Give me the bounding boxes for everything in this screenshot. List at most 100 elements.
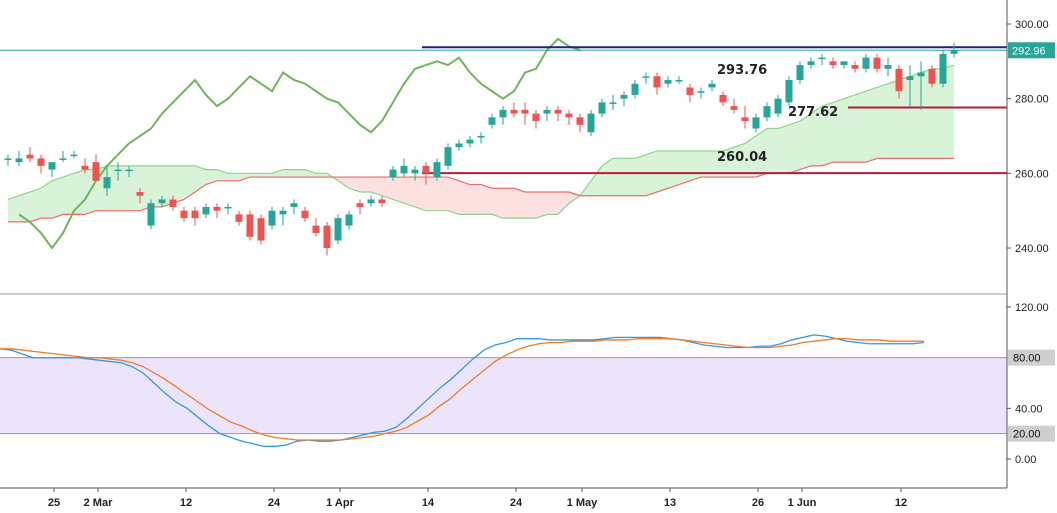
candle <box>917 61 925 110</box>
cloud-segment <box>503 188 514 219</box>
candle <box>268 206 276 230</box>
cloud-segment <box>525 192 536 219</box>
candle-body <box>565 113 573 118</box>
candle-body <box>356 203 364 207</box>
cloud-segment <box>8 195 19 222</box>
candle <box>257 214 265 245</box>
candle <box>763 102 771 122</box>
price-axis-tick-label: 300.00 <box>1015 19 1049 31</box>
candle-body <box>81 165 89 170</box>
candle-body <box>631 83 639 95</box>
price-axis-tick-label: 260.00 <box>1015 168 1049 180</box>
candle <box>246 210 254 241</box>
cloud-segment <box>349 177 360 192</box>
cloud-segment <box>855 91 866 163</box>
cloud-segment <box>800 113 811 170</box>
candle-body <box>532 113 540 122</box>
cloud-segment <box>657 150 668 192</box>
candle <box>532 109 540 129</box>
cloud-segment <box>789 121 800 174</box>
cloud-segment <box>228 173 239 181</box>
candle <box>345 210 353 230</box>
candle-body <box>686 87 694 95</box>
cloud-segment <box>118 165 129 211</box>
candle <box>796 61 804 84</box>
candle <box>752 113 760 133</box>
candle-body <box>851 65 859 69</box>
candle <box>389 165 397 181</box>
stoch-d-line <box>0 338 924 441</box>
candle-body <box>103 177 111 189</box>
candle-body <box>158 199 166 204</box>
time-axis-tick-label: 2 Mar <box>84 497 113 509</box>
candle-body <box>499 109 507 118</box>
candle-body <box>59 158 67 160</box>
candle-body <box>774 98 782 114</box>
candle-body <box>653 76 661 88</box>
cloud-segment <box>184 165 195 200</box>
candle-body <box>664 80 672 84</box>
candle-body <box>125 169 133 172</box>
candle-body <box>840 61 848 66</box>
candle-body <box>26 154 34 159</box>
candle-body <box>785 80 793 103</box>
candle <box>125 165 133 178</box>
candle-body <box>301 210 309 219</box>
candle <box>213 203 221 219</box>
cloud-segment <box>723 147 734 178</box>
cloud-segment <box>613 158 624 196</box>
candle-body <box>554 109 562 114</box>
candle <box>103 165 111 196</box>
cloud-segment <box>558 192 569 215</box>
osc-axis-tick-label: 0.00 <box>1015 454 1036 466</box>
candle <box>169 195 177 211</box>
cloud-segment <box>239 173 250 181</box>
candle-body <box>345 214 353 226</box>
candle <box>906 65 914 107</box>
cloud-segment <box>888 80 899 159</box>
candle-body <box>290 203 298 207</box>
overbought-oversold-band <box>0 357 1007 434</box>
level-annotation: 293.76 <box>717 63 767 78</box>
candle <box>719 91 727 107</box>
price-axis-tick-label: 240.00 <box>1015 243 1049 255</box>
candle <box>378 195 386 207</box>
cloud-segment <box>151 165 162 207</box>
band-level-tag <box>1008 349 1055 366</box>
candle-body <box>675 80 683 82</box>
band-level-tag-label: 80.00 <box>1013 353 1041 365</box>
candle <box>631 80 639 99</box>
cloud-segment <box>195 165 206 192</box>
candle <box>301 206 309 222</box>
cloud-segment <box>283 169 294 178</box>
candle-body <box>191 210 199 219</box>
candle <box>158 195 166 207</box>
candle-body <box>235 214 243 222</box>
osc-axis-tick-label: 40.00 <box>1015 403 1043 415</box>
time-axis-tick-label: 14 <box>422 497 435 509</box>
candle-body <box>323 225 331 248</box>
candle-body <box>488 117 496 125</box>
price-panel: 293.76 277.62 260.04 <box>0 37 1007 295</box>
candle-body <box>818 57 826 60</box>
time-axis-tick-label: 12 <box>895 497 907 509</box>
candle-body <box>224 206 232 209</box>
candle <box>312 218 320 237</box>
time-axis-tick-label: 12 <box>180 497 192 509</box>
candle <box>26 147 34 163</box>
cloud-segment <box>591 165 602 196</box>
leading-span-b-line <box>8 157 954 223</box>
candle-body <box>587 113 595 133</box>
cloud-segment <box>393 177 404 204</box>
cloud-segment <box>129 165 140 211</box>
candle-body <box>422 165 430 174</box>
candle-body <box>873 57 881 69</box>
level-annotation: 277.62 <box>788 105 838 120</box>
cloud-segment <box>470 184 481 215</box>
cloud-segment <box>404 177 415 207</box>
candle-body <box>950 50 958 54</box>
candle-body <box>37 158 45 166</box>
candle-body <box>829 61 837 66</box>
cloud-segment <box>624 158 635 196</box>
candle-body <box>367 199 375 204</box>
